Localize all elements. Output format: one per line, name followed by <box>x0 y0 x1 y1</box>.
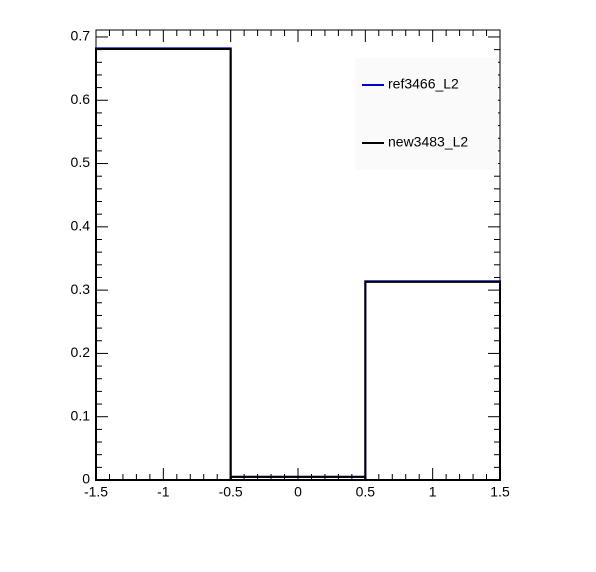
x-tick-label: 1.5 <box>490 484 510 500</box>
y-tick-label: 0.3 <box>71 281 91 297</box>
legend-box <box>355 58 498 170</box>
y-tick-label: 0 <box>82 471 90 487</box>
y-tick-label: 0.2 <box>71 344 91 360</box>
x-tick-label: -0.5 <box>219 484 243 500</box>
x-tick-label: -1.5 <box>84 484 108 500</box>
x-tick-label: 1 <box>429 484 437 500</box>
histogram-bin <box>95 47 232 482</box>
y-tick-label: 0.4 <box>71 218 91 234</box>
legend-label: ref3466_L2 <box>388 76 459 92</box>
x-tick-label: 0 <box>294 484 302 500</box>
legend-label: new3483_L2 <box>388 134 468 150</box>
x-tick-label: -1 <box>157 484 170 500</box>
y-tick-label: 0.6 <box>71 91 91 107</box>
y-tick-label: 0.5 <box>71 154 91 170</box>
histogram-bin <box>364 280 502 482</box>
y-tick-label: 0.7 <box>71 28 91 44</box>
x-tick-label: 0.5 <box>356 484 376 500</box>
y-tick-label: 0.1 <box>71 407 91 423</box>
